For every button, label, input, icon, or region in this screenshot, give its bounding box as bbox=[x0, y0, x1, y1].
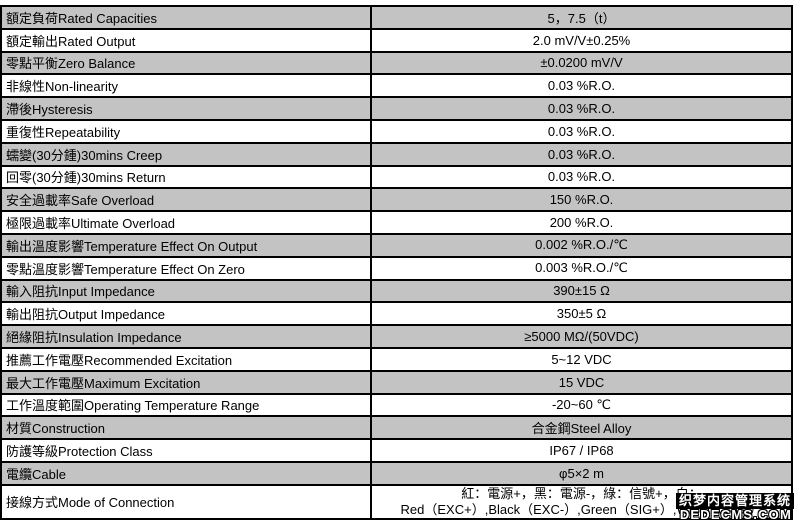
spec-label: 最大工作電壓Maximum Excitation bbox=[0, 369, 372, 395]
spec-label: 安全過載率Safe Overload bbox=[0, 187, 372, 213]
spec-row: 零點溫度影響Temperature Effect On Zero 0.003 %R… bbox=[0, 255, 793, 281]
spec-label: 材質Construction bbox=[0, 415, 372, 441]
spec-table-body: 額定負荷Rated Capacities 5，7.5（t） 額定輸出Rated Ou… bbox=[0, 5, 793, 520]
spec-value: 0.002 %R.O./℃ bbox=[370, 232, 793, 258]
spec-value: 紅：電源+，黑：電源-，綠：信號+，白： Red（EXC+）,Black（EXC-… bbox=[370, 483, 793, 520]
spec-row: 安全過載率Safe Overload 150 %R.O. bbox=[0, 187, 793, 213]
spec-label: 電纜Cable bbox=[0, 460, 372, 486]
spec-row: 非線性Non-linearity 0.03 %R.O. bbox=[0, 73, 793, 99]
spec-row: 蠕變(30分鍾)30mins Creep 0.03 %R.O. bbox=[0, 141, 793, 167]
spec-row: 極限過載率Ultimate Overload 200 %R.O. bbox=[0, 210, 793, 235]
spec-value: 0.03 %R.O. bbox=[370, 73, 793, 99]
spec-value: 0.03 %R.O. bbox=[370, 164, 793, 190]
spec-value: 15 VDC bbox=[370, 369, 793, 395]
spec-value: φ5×2 m bbox=[370, 460, 793, 486]
spec-value: 0.03 %R.O. bbox=[370, 96, 793, 121]
spec-row: 額定輸出Rated Output 2.0 mV/V±0.25% bbox=[0, 27, 793, 53]
spec-row: 電纜Cable φ5×2 m bbox=[0, 460, 793, 486]
spec-row: 回零(30分鍾)30mins Return 0.03 %R.O. bbox=[0, 164, 793, 190]
spec-row: 重復性Repeatability 0.03 %R.O. bbox=[0, 118, 793, 144]
spec-label: 回零(30分鍾)30mins Return bbox=[0, 164, 372, 190]
spec-label: 輸出溫度影響Temperature Effect On Output bbox=[0, 232, 372, 258]
spec-value: 350±5 Ω bbox=[370, 301, 793, 327]
spec-label: 非線性Non-linearity bbox=[0, 73, 372, 99]
spec-row: 最大工作電壓Maximum Excitation 15 VDC bbox=[0, 369, 793, 395]
spec-label: 蠕變(30分鍾)30mins Creep bbox=[0, 141, 372, 167]
spec-row: 零點平衡Zero Balance ±0.0200 mV/V bbox=[0, 50, 793, 76]
spec-value: 390±15 Ω bbox=[370, 278, 793, 304]
spec-value: 5，7.5（t） bbox=[370, 5, 793, 30]
spec-row: 絕緣阻抗Insulation Impedance ≥5000 MΩ/(50VDC) bbox=[0, 324, 793, 349]
spec-value: -20~60 ℃ bbox=[370, 392, 793, 418]
spec-value: 200 %R.O. bbox=[370, 210, 793, 235]
connection-line-zh: 紅：電源+，黑：電源-，綠：信號+，白： bbox=[461, 485, 702, 501]
spec-label: 滯後Hysteresis bbox=[0, 96, 372, 121]
spec-label: 輸入阻抗Input Impedance bbox=[0, 278, 372, 304]
spec-value: 合金鋼Steel Alloy bbox=[370, 415, 793, 441]
spec-label: 額定負荷Rated Capacities bbox=[0, 5, 372, 30]
spec-sheet-page: { "table": { "rows": [ { "label": "額定負荷R… bbox=[0, 5, 795, 530]
spec-value: 0.03 %R.O. bbox=[370, 118, 793, 144]
spec-label: 輸出阻抗Output Impedance bbox=[0, 301, 372, 327]
spec-label: 重復性Repeatability bbox=[0, 118, 372, 144]
spec-value: 0.003 %R.O./℃ bbox=[370, 255, 793, 281]
spec-row: 接線方式Mode of Connection 紅：電源+，黑：電源-，綠：信號+，… bbox=[0, 483, 793, 520]
spec-label: 絕緣阻抗Insulation Impedance bbox=[0, 324, 372, 349]
spec-label: 零點溫度影響Temperature Effect On Zero bbox=[0, 255, 372, 281]
spec-row: 輸入阻抗Input Impedance 390±15 Ω bbox=[0, 278, 793, 304]
spec-label: 推薦工作電壓Recommended Excitation bbox=[0, 346, 372, 372]
spec-row: 防護等級Protection Class IP67 / IP68 bbox=[0, 438, 793, 463]
spec-value: IP67 / IP68 bbox=[370, 438, 793, 463]
spec-value: ≥5000 MΩ/(50VDC) bbox=[370, 324, 793, 349]
spec-row: 材質Construction 合金鋼Steel Alloy bbox=[0, 415, 793, 441]
spec-value: 2.0 mV/V±0.25% bbox=[370, 27, 793, 53]
spec-value: 5~12 VDC bbox=[370, 346, 793, 372]
spec-table: 額定負荷Rated Capacities 5，7.5（t） 額定輸出Rated Ou… bbox=[0, 5, 793, 520]
spec-label: 工作溫度範圍Operating Temperature Range bbox=[0, 392, 372, 418]
spec-label: 防護等級Protection Class bbox=[0, 438, 372, 463]
spec-value: 150 %R.O. bbox=[370, 187, 793, 213]
spec-row: 工作溫度範圍Operating Temperature Range -20~60 … bbox=[0, 392, 793, 418]
spec-value: ±0.0200 mV/V bbox=[370, 50, 793, 76]
spec-row: 額定負荷Rated Capacities 5，7.5（t） bbox=[0, 5, 793, 30]
spec-row: 推薦工作電壓Recommended Excitation 5~12 VDC bbox=[0, 346, 793, 372]
spec-label: 極限過載率Ultimate Overload bbox=[0, 210, 372, 235]
spec-row: 滯後Hysteresis 0.03 %R.O. bbox=[0, 96, 793, 121]
spec-label: 額定輸出Rated Output bbox=[0, 27, 372, 53]
spec-value: 0.03 %R.O. bbox=[370, 141, 793, 167]
spec-label: 接線方式Mode of Connection bbox=[0, 483, 372, 520]
spec-row: 輸出阻抗Output Impedance 350±5 Ω bbox=[0, 301, 793, 327]
spec-row: 輸出溫度影響Temperature Effect On Output 0.002 … bbox=[0, 232, 793, 258]
spec-label: 零點平衡Zero Balance bbox=[0, 50, 372, 76]
connection-line-en: Red（EXC+）,Black（EXC-）,Green（SIG+）,White（… bbox=[400, 501, 763, 517]
